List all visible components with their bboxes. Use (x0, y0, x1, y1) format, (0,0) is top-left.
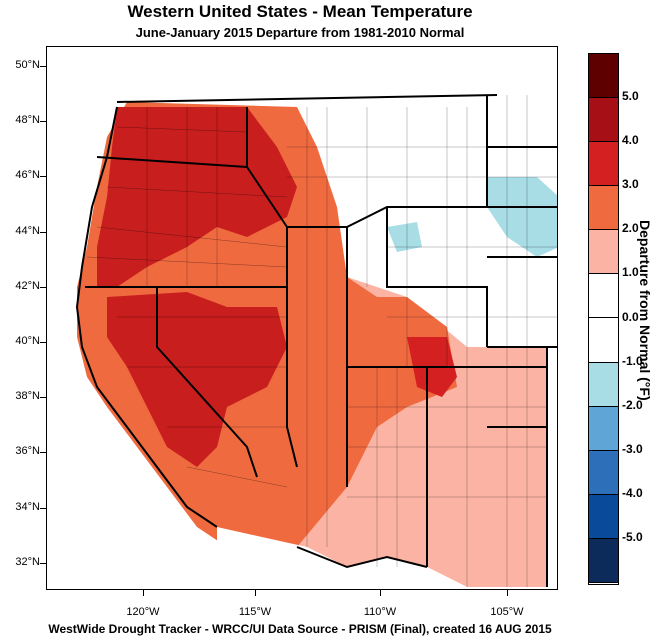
latitude-tick (40, 66, 46, 67)
longitude-label: 115°W (238, 606, 272, 618)
latitude-tick (40, 562, 46, 564)
legend-swatch (589, 494, 618, 539)
legend-swatch (589, 318, 618, 363)
legend-swatch (589, 98, 618, 143)
latitude-label: 46°N (15, 169, 40, 182)
zone-cool-plains (487, 177, 557, 257)
legend-swatch (589, 186, 618, 231)
legend-label: -2.0 (622, 397, 643, 412)
latitude-label: 50°N (15, 59, 40, 71)
map-title: Western United States - Mean Temperature (127, 2, 473, 21)
latitude-tick (40, 397, 46, 399)
legend-swatch (589, 230, 618, 275)
latitude-tick (40, 342, 46, 343)
legend-label: -3.0 (622, 441, 643, 456)
latitude-label: 42°N (15, 279, 40, 292)
legend-color-bar (588, 53, 619, 585)
map-panel (46, 46, 558, 590)
legend-label: 3.0 (622, 177, 639, 192)
latitude-label: 40°N (15, 335, 40, 347)
county-borders (86, 95, 557, 587)
latitude-label: 38°N (15, 390, 40, 403)
latitude-label: 32°N (15, 555, 40, 568)
legend-swatch (589, 274, 618, 319)
longitude-tick (143, 590, 144, 596)
legend-swatch (589, 142, 618, 187)
legend-label: -5.0 (622, 529, 643, 544)
longitude-label: 110°W (363, 606, 397, 618)
latitude-label: 36°N (15, 445, 40, 458)
legend-label: 4.0 (622, 133, 639, 148)
legend-label: -4.0 (622, 485, 643, 500)
legend-swatch (589, 406, 618, 451)
legend-label: 0.0 (622, 309, 639, 324)
longitude-tick (380, 590, 381, 596)
temperature-departure-map (47, 47, 557, 589)
legend-label: 2.0 (622, 221, 639, 236)
latitude-label: 48°N (15, 114, 40, 127)
legend-swatch (589, 538, 618, 583)
legend-swatch (589, 54, 618, 99)
longitude-tick (507, 590, 508, 596)
longitude-tick (255, 590, 256, 596)
canada (47, 47, 557, 102)
map-subtitle: June-January 2015 Departure from 1981-20… (135, 25, 465, 40)
legend-swatch (589, 450, 618, 495)
footer-credit: WestWide Drought Tracker - WRCC/UI Data … (48, 622, 552, 636)
latitude-label: 34°N (15, 500, 40, 513)
longitude-label: 120°W (126, 606, 160, 618)
latitude-tick (40, 231, 46, 233)
latitude-tick (40, 176, 46, 178)
latitude-tick (40, 121, 46, 123)
longitude-label: 105°W (490, 606, 524, 618)
legend-title: Departure from Normal (°F) (637, 220, 653, 401)
latitude-tick (40, 452, 46, 454)
legend-swatch (589, 362, 618, 407)
mexico (217, 527, 467, 589)
legend-label: 5.0 (622, 89, 639, 104)
ocean (47, 47, 221, 589)
latitude-tick (40, 286, 46, 288)
zone-cool-wyoming (387, 222, 422, 252)
latitude-label: 44°N (15, 224, 40, 237)
legend-label: 1.0 (622, 265, 639, 280)
zone-warm-strong-great-basin (107, 292, 287, 467)
latitude-tick (40, 507, 46, 509)
legend-label: -1.0 (622, 353, 643, 368)
